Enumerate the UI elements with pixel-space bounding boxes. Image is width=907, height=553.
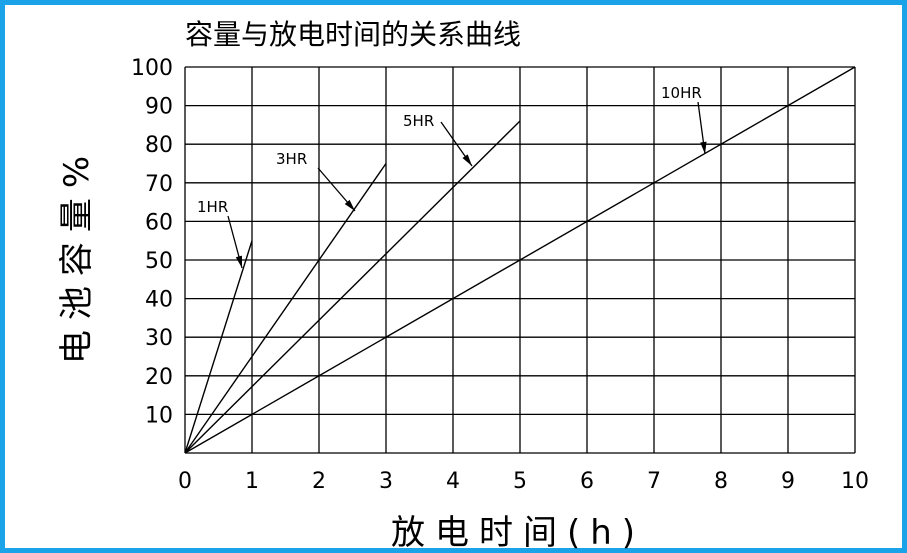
- series-label-3hr: 3HR: [276, 150, 307, 168]
- x-tick-label: 7: [647, 469, 661, 494]
- y-tick-label: 100: [131, 56, 173, 81]
- x-tick-label: 9: [781, 469, 795, 494]
- series-label-1hr: 1HR: [197, 198, 228, 216]
- x-tick-label: 1: [245, 469, 259, 494]
- y-tick-label: 60: [145, 210, 173, 235]
- series-line-10hr: [184, 66, 856, 454]
- chart-title: 容量与放电时间的关系曲线: [185, 18, 521, 51]
- y-axis-title: 电池容量%: [57, 146, 97, 364]
- series-line-1hr: [184, 240, 253, 454]
- x-tick-labels: 0 1 2 3 4 5 6 7 8 9 10: [178, 469, 869, 494]
- y-tick-labels: 10 20 30 40 50 60 70 80 90 100: [131, 56, 173, 428]
- arrowhead-icon: [462, 154, 472, 166]
- x-tick-label: 10: [841, 469, 869, 494]
- x-tick-label: 4: [446, 469, 460, 494]
- x-tick-label: 8: [714, 469, 728, 494]
- series-labels: 1HR 3HR 5HR 10HR: [197, 84, 707, 269]
- y-tick-label: 90: [145, 95, 173, 120]
- arrowhead-icon: [344, 199, 355, 211]
- series-label-5hr: 5HR: [403, 112, 434, 130]
- y-tick-label: 30: [145, 326, 173, 351]
- y-tick-label: 80: [145, 133, 173, 158]
- x-tick-label: 6: [580, 469, 594, 494]
- grid: [184, 66, 856, 454]
- x-tick-label: 5: [513, 469, 527, 494]
- y-tick-label: 10: [145, 403, 173, 428]
- y-tick-label: 70: [145, 172, 173, 197]
- arrowhead-icon: [235, 255, 242, 268]
- series-label-10hr: 10HR: [661, 84, 702, 102]
- series-line-3hr: [184, 163, 387, 454]
- y-tick-label: 50: [145, 249, 173, 274]
- x-axis-title: 放电时间(h): [391, 513, 645, 553]
- x-tick-label: 0: [178, 469, 192, 494]
- series-lines: [184, 66, 856, 454]
- x-tick-label: 2: [312, 469, 326, 494]
- series-line-5hr: [184, 120, 521, 454]
- arrowhead-icon: [700, 141, 707, 154]
- x-tick-label: 3: [379, 469, 393, 494]
- y-tick-label: 40: [145, 288, 173, 313]
- y-tick-label: 20: [145, 365, 173, 390]
